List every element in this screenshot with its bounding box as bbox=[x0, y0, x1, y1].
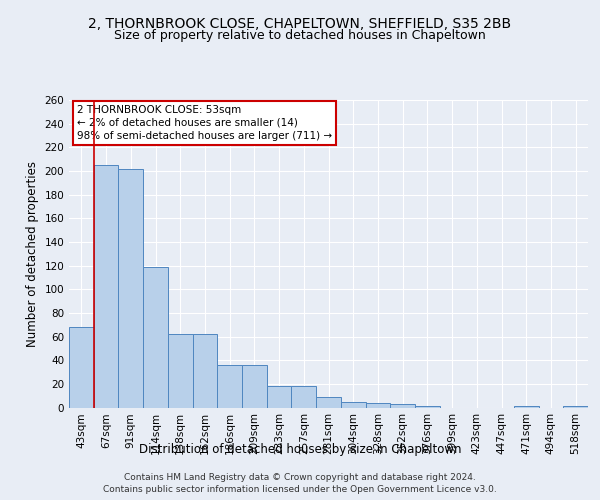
Text: Distribution of detached houses by size in Chapeltown: Distribution of detached houses by size … bbox=[139, 442, 461, 456]
Bar bbox=[69, 327, 94, 407]
Bar bbox=[316, 397, 341, 407]
Text: 2 THORNBROOK CLOSE: 53sqm
← 2% of detached houses are smaller (14)
98% of semi-d: 2 THORNBROOK CLOSE: 53sqm ← 2% of detach… bbox=[77, 104, 332, 141]
Bar bbox=[168, 334, 193, 407]
Bar bbox=[242, 365, 267, 408]
Bar bbox=[193, 334, 217, 407]
Text: Contains HM Land Registry data © Crown copyright and database right 2024.: Contains HM Land Registry data © Crown c… bbox=[124, 472, 476, 482]
Text: 2, THORNBROOK CLOSE, CHAPELTOWN, SHEFFIELD, S35 2BB: 2, THORNBROOK CLOSE, CHAPELTOWN, SHEFFIE… bbox=[88, 18, 512, 32]
Bar bbox=[94, 165, 118, 408]
Bar bbox=[365, 403, 390, 407]
Bar bbox=[563, 406, 588, 408]
Text: Contains public sector information licensed under the Open Government Licence v3: Contains public sector information licen… bbox=[103, 485, 497, 494]
Bar bbox=[143, 267, 168, 408]
Bar bbox=[415, 406, 440, 408]
Bar bbox=[514, 406, 539, 408]
Bar bbox=[292, 386, 316, 407]
Bar bbox=[390, 404, 415, 407]
Bar bbox=[118, 168, 143, 408]
Text: Size of property relative to detached houses in Chapeltown: Size of property relative to detached ho… bbox=[114, 29, 486, 42]
Y-axis label: Number of detached properties: Number of detached properties bbox=[26, 161, 39, 347]
Bar bbox=[217, 365, 242, 408]
Bar bbox=[267, 386, 292, 407]
Bar bbox=[341, 402, 365, 407]
